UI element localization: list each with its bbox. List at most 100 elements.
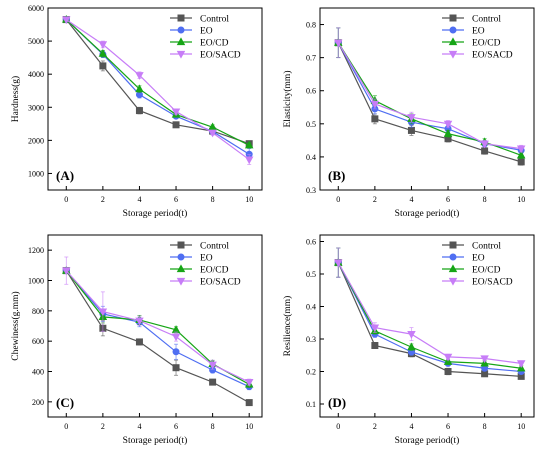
x-tick-label: 0	[336, 422, 340, 431]
legend-marker	[177, 14, 185, 22]
data-point	[135, 338, 143, 346]
y-tick-label: 0.8	[306, 21, 316, 30]
x-axis-label: Storage period(t)	[123, 208, 188, 219]
panel-label: (A)	[56, 168, 74, 183]
x-axis-label: Storage period(t)	[395, 435, 460, 446]
plot-frame	[319, 234, 535, 418]
data-point	[98, 41, 108, 50]
legend-marker	[177, 253, 185, 261]
data-point	[245, 399, 253, 407]
data-point	[172, 348, 180, 356]
data-point	[334, 39, 343, 48]
legend-label: EO/SACD	[200, 51, 241, 61]
x-tick-label: 10	[517, 195, 525, 204]
data-point	[135, 84, 144, 93]
x-tick-label: 0	[64, 422, 68, 431]
series-line	[337, 262, 522, 364]
data-point	[62, 267, 71, 276]
x-axis-label: Storage period(t)	[123, 435, 188, 446]
legend-marker	[176, 264, 186, 273]
x-tick-label: 10	[245, 195, 253, 204]
x-tick-label: 10	[517, 422, 525, 431]
y-axis-label: Resilience(mm)	[282, 296, 293, 357]
legend-label: EO	[200, 27, 213, 37]
y-tick-label: 0.3	[306, 186, 316, 195]
data-point	[370, 100, 380, 109]
data-point	[407, 126, 415, 134]
legend-marker	[448, 37, 458, 46]
x-tick-label: 6	[446, 422, 450, 431]
data-point	[244, 140, 254, 149]
y-tick-label: 2000	[28, 136, 44, 145]
data-point	[208, 361, 217, 370]
series-line	[65, 19, 250, 146]
data-series	[62, 14, 254, 149]
x-tick-label: 8	[483, 422, 487, 431]
data-point	[480, 140, 489, 149]
y-tick-label: 1200	[28, 246, 44, 255]
y-axis-label: Hardness(g)	[10, 76, 21, 122]
x-tick-label: 8	[483, 195, 487, 204]
series-line	[65, 19, 250, 145]
legend: Control EO EO/CD EO/SACD	[442, 241, 513, 288]
data-point	[516, 145, 526, 154]
legend-label: EO/CD	[472, 266, 501, 276]
y-tick-label: 600	[32, 337, 44, 346]
legend-label: Control	[472, 15, 501, 25]
y-tick-label: 0.2	[306, 368, 316, 377]
x-tick-label: 4	[137, 195, 141, 204]
legend-label: Control	[200, 15, 229, 25]
legend-label: Control	[200, 242, 229, 252]
x-tick-label: 8	[211, 422, 215, 431]
data-point	[172, 364, 180, 372]
y-tick-label: 3000	[28, 103, 44, 112]
y-tick-label: 0.4	[306, 153, 316, 162]
x-tick-label: 8	[211, 195, 215, 204]
legend-marker	[176, 277, 186, 286]
x-axis-label: Storage period(t)	[395, 208, 460, 219]
series-line	[65, 270, 250, 388]
y-tick-label: 0.7	[306, 54, 316, 63]
x-tick-label: 2	[101, 195, 105, 204]
legend: Control EO EO/CD EO/SACD	[170, 241, 241, 288]
data-point	[208, 129, 217, 138]
legend-label: EO/SACD	[472, 278, 513, 288]
y-tick-label: 200	[32, 398, 44, 407]
data-point	[444, 368, 452, 375]
x-tick-label: 2	[101, 422, 105, 431]
data-point	[371, 115, 379, 123]
legend-label: EO/CD	[200, 39, 229, 49]
legend: Control EO EO/CD EO/SACD	[170, 14, 241, 61]
data-point	[443, 120, 453, 129]
panel-label: (D)	[328, 395, 346, 410]
y-tick-label: 0.6	[306, 238, 316, 247]
data-series	[62, 256, 254, 387]
y-axis-label: Elasticity(mm)	[282, 71, 293, 128]
data-point	[98, 49, 108, 57]
y-tick-label: 400	[32, 368, 44, 377]
y-tick-label: 1000	[28, 169, 44, 178]
legend-marker	[449, 14, 457, 22]
data-point	[480, 355, 489, 364]
y-tick-label: 800	[32, 307, 44, 316]
chart-panel: 200 400 600 800 1000 1200 0 2 4 6 8 10 Storage perio…	[10, 234, 263, 446]
x-tick-label: 6	[446, 195, 450, 204]
legend: Control EO EO/CD EO/SACD	[442, 14, 513, 61]
legend-marker	[177, 241, 185, 249]
x-tick-label: 2	[373, 422, 377, 431]
x-tick-label: 4	[409, 195, 413, 204]
legend-marker	[176, 37, 186, 46]
data-point	[98, 308, 108, 317]
panel-label: (B)	[328, 168, 345, 183]
legend-label: EO/CD	[200, 266, 229, 276]
data-series	[334, 247, 526, 369]
data-point	[481, 147, 489, 155]
series-line	[337, 42, 522, 150]
y-tick-label: 0.4	[306, 303, 316, 312]
series-line	[65, 270, 250, 383]
x-tick-label: 0	[336, 195, 340, 204]
x-tick-label: 6	[174, 422, 178, 431]
data-series	[62, 16, 254, 165]
legend-label: EO/SACD	[200, 278, 241, 288]
